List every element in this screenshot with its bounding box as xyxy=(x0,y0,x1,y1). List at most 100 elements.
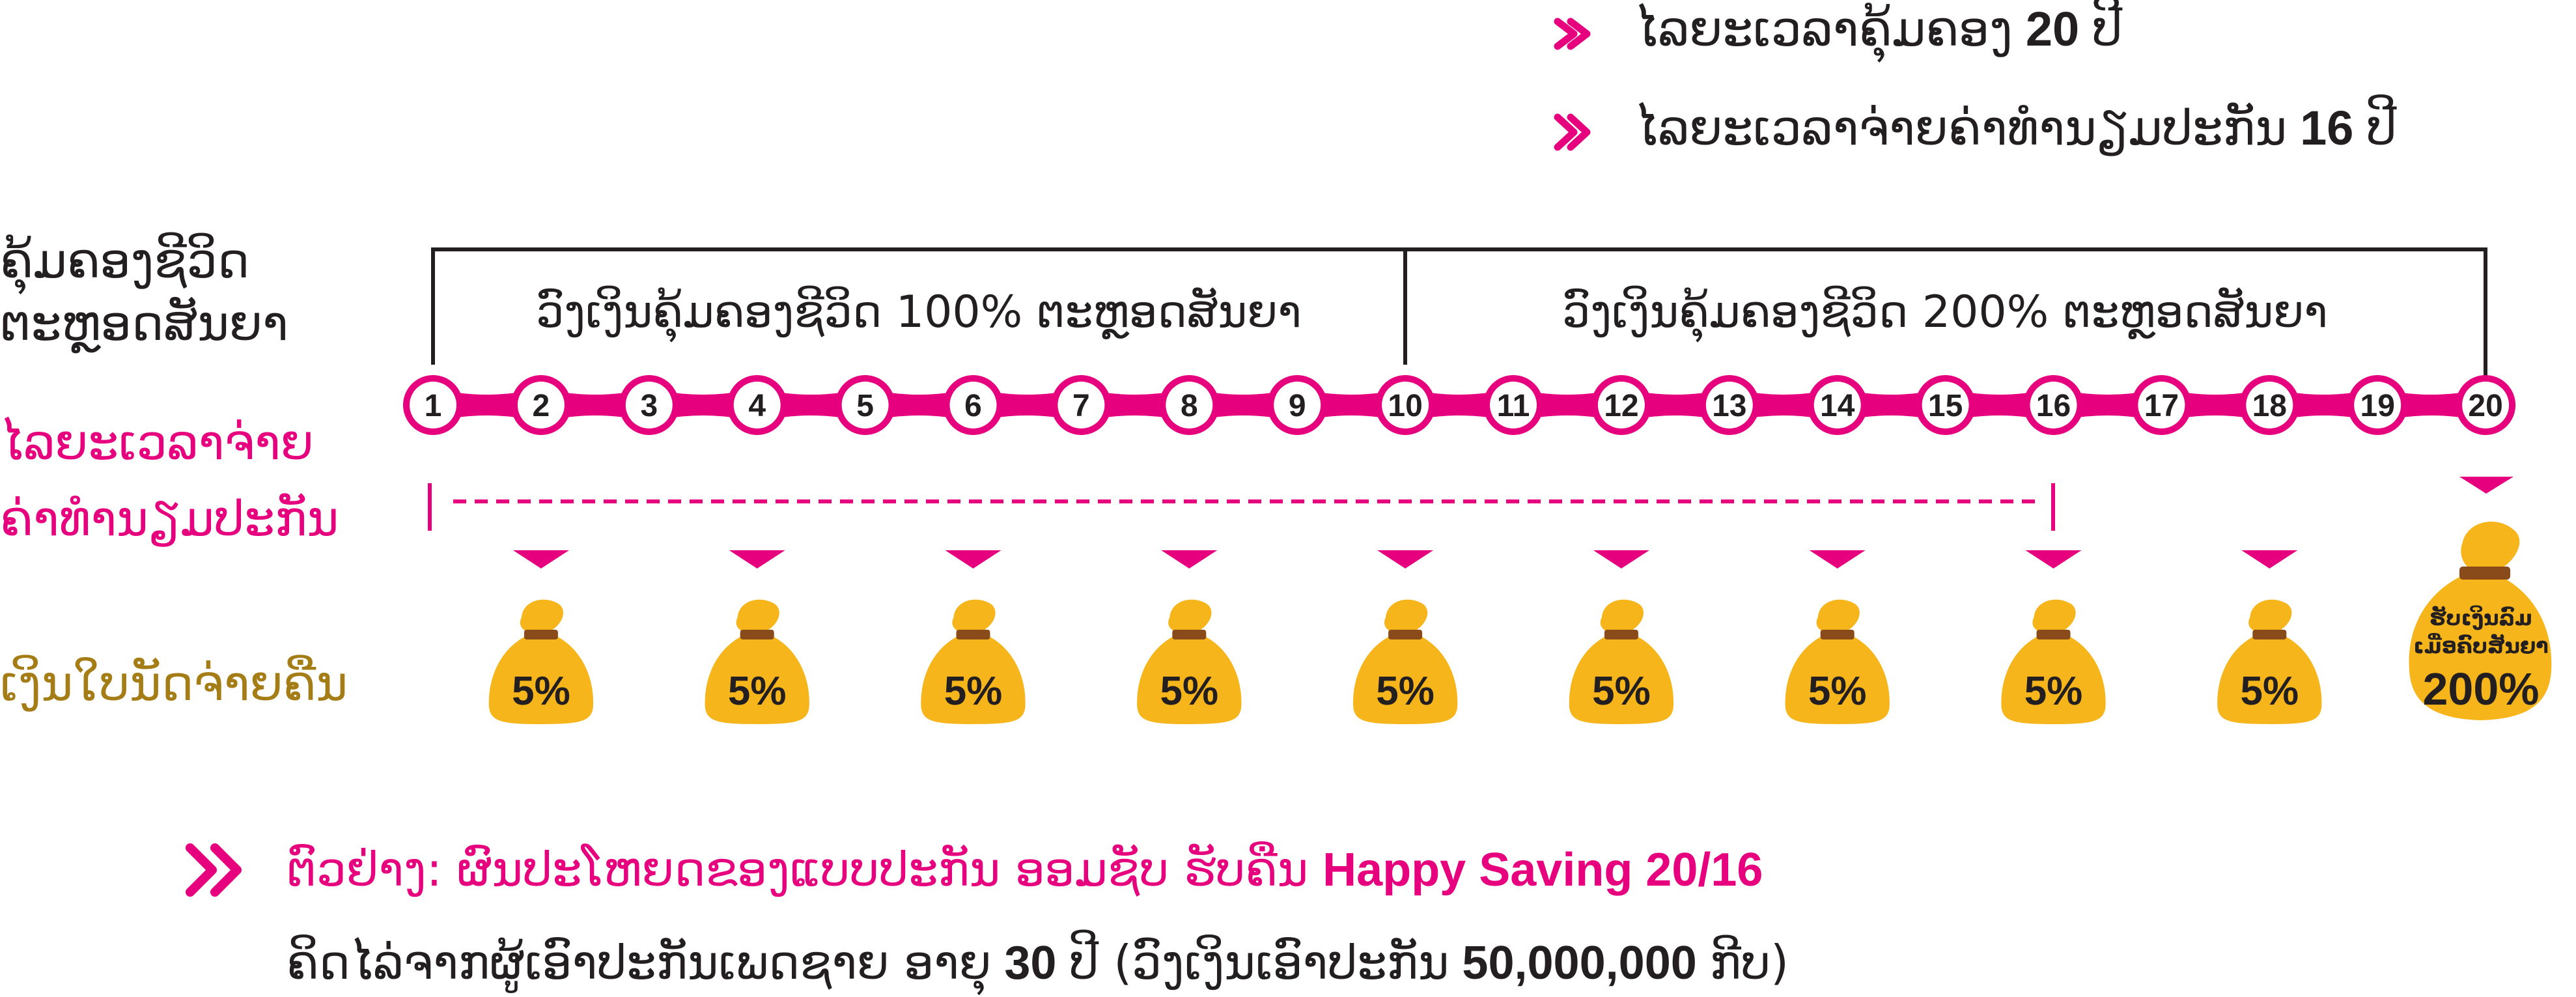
year-node: 10 xyxy=(1375,375,1436,435)
year-number: 14 xyxy=(1820,389,1855,423)
payout-percent: 5% xyxy=(2240,669,2299,714)
year-number: 17 xyxy=(2144,389,2179,423)
year-node-center xyxy=(949,382,997,428)
year-node-center xyxy=(733,382,781,428)
year-node-center xyxy=(2138,382,2185,428)
payout-item: 5% xyxy=(921,550,1026,724)
payout-percent: 5% xyxy=(1808,669,1867,714)
year-node: 11 xyxy=(1483,375,1543,435)
year-node-center xyxy=(1166,382,1213,428)
year-node-center xyxy=(2354,382,2401,428)
money-bag-icon xyxy=(1137,599,1242,724)
payout-item: 5% xyxy=(1785,550,1890,724)
money-bag-icon xyxy=(2409,521,2552,720)
year-node: 7 xyxy=(1051,375,1112,435)
year-node: 2 xyxy=(511,375,571,435)
life-coverage-label-line2: ຕະຫຼອດສັນຍາ xyxy=(0,296,288,354)
payout-item: 5% xyxy=(2217,550,2322,724)
year-node: 14 xyxy=(1807,375,1868,435)
payout-bags: 5% 5% 5% 5% 5% 5% 5% 5% 5% xyxy=(488,550,2322,724)
year-node-center xyxy=(1705,382,1753,428)
year-node-center xyxy=(625,382,673,428)
money-bag-icon xyxy=(705,599,809,724)
payout-percent: 5% xyxy=(728,669,787,714)
year-number: 20 xyxy=(2468,389,2502,423)
year-node: 1 xyxy=(403,375,463,435)
payout-percent: 5% xyxy=(512,669,570,714)
year-node-center xyxy=(1274,382,1321,428)
chevron-double-icon xyxy=(1554,18,1591,50)
year-node: 16 xyxy=(2023,375,2084,435)
year-node-center xyxy=(1057,382,1105,428)
year-node: 13 xyxy=(1699,375,1759,435)
year-timeline: 1 2 3 4 5 6 7 8 9 10 11 12 13 14 15 16 17 18 19 20 xyxy=(403,375,2516,435)
premium-period-label-line1: ໄລຍະເວລາຈ່າຍ xyxy=(0,415,314,471)
year-node-center xyxy=(1490,382,1537,428)
final-payout: ຮັບເງິນລົມ ເມື່ອຄົບສັນຍາ 200% xyxy=(2409,477,2552,720)
year-node-center xyxy=(2246,382,2293,428)
year-number: 2 xyxy=(533,389,550,423)
final-payout-percent: 200% xyxy=(2422,664,2539,714)
year-node-center xyxy=(841,382,889,428)
payout-item: 5% xyxy=(1569,550,1674,724)
payout-item: 5% xyxy=(2001,550,2106,724)
year-number: 13 xyxy=(1712,389,1746,423)
year-number: 16 xyxy=(2036,389,2071,423)
year-number: 4 xyxy=(748,389,766,423)
payout-marker-triangle xyxy=(729,550,785,569)
payout-marker-triangle xyxy=(2025,550,2082,569)
year-node: 6 xyxy=(943,375,1003,435)
coverage-bracket xyxy=(431,247,2487,378)
coverage-box-200: ວົງເງິນຄຸ້ມຄອງຊີວິດ 200% ຕະຫຼອດສັນຍາ xyxy=(1562,285,2328,343)
payout-item: 5% xyxy=(488,550,594,724)
money-bag-icon xyxy=(488,599,594,724)
year-node: 12 xyxy=(1591,375,1651,435)
year-node: 20 xyxy=(2456,375,2516,435)
money-bag-icon xyxy=(1352,599,1458,724)
year-number: 6 xyxy=(964,389,982,423)
coverage-period-text: ໄລຍະເວລາຄຸ້ມຄອງ 20 ປີ xyxy=(1634,0,2122,63)
year-node-center xyxy=(2462,382,2510,428)
year-node-center xyxy=(1597,382,1645,428)
money-bag-icon xyxy=(2001,599,2106,724)
payout-marker-triangle xyxy=(2241,550,2298,569)
payout-marker-triangle xyxy=(1593,550,1649,569)
year-number: 1 xyxy=(425,389,442,423)
year-node: 18 xyxy=(2239,375,2300,435)
premium-period-label-line2: ຄ່າທຳນຽມປະກັນ xyxy=(0,491,339,547)
coverage-box-100: ວົງເງິນຄຸ້ມຄອງຊີວິດ 100% ຕະຫຼອດສັນຍາ xyxy=(536,285,1302,343)
money-bag-icon xyxy=(921,599,1026,724)
money-bag-icon xyxy=(2217,599,2322,724)
year-node-center xyxy=(1922,382,1969,428)
year-number: 9 xyxy=(1289,389,1306,423)
year-number: 19 xyxy=(2360,389,2395,423)
year-number: 11 xyxy=(1497,389,1530,423)
year-node: 17 xyxy=(2131,375,2192,435)
payout-item: 5% xyxy=(1352,550,1458,724)
payout-marker-triangle xyxy=(1809,550,1866,569)
example-detail: ຄິດໄລ່ຈາກຜູ້ເອົາປະກັນເພດຊາຍ ອາຍຸ 30 ປີ (ວົ… xyxy=(287,931,1789,996)
year-node: 8 xyxy=(1159,375,1220,435)
year-number: 5 xyxy=(856,389,874,423)
payout-marker-triangle xyxy=(1377,550,1434,569)
year-number: 15 xyxy=(1928,389,1963,423)
year-node-center xyxy=(517,382,565,428)
payout-percent: 5% xyxy=(1376,669,1435,714)
final-payout-line1: ຮັບເງິນລົມ xyxy=(2429,605,2532,630)
year-node-center xyxy=(1382,382,1429,428)
chevron-double-icon xyxy=(1554,113,1591,151)
payout-percent: 5% xyxy=(1592,669,1651,714)
money-bag-icon xyxy=(1569,599,1674,724)
premium-period-bracket xyxy=(428,483,2055,531)
payout-marker-triangle xyxy=(512,550,569,569)
final-marker-triangle xyxy=(2459,477,2513,494)
year-number: 7 xyxy=(1072,389,1090,423)
year-number: 12 xyxy=(1604,389,1638,423)
year-node: 9 xyxy=(1267,375,1328,435)
payout-percent: 5% xyxy=(1160,669,1218,714)
year-node: 4 xyxy=(727,375,787,435)
year-number: 10 xyxy=(1388,389,1422,423)
payout-marker-triangle xyxy=(945,550,1001,569)
payout-marker-triangle xyxy=(1161,550,1218,569)
